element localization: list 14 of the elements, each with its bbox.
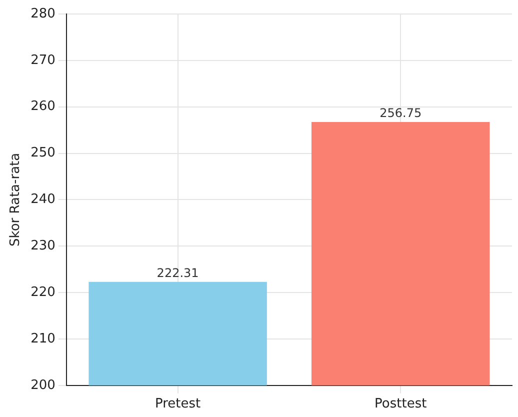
y-tick-label: 210 (30, 331, 56, 346)
y-tick-label: 240 (30, 192, 56, 208)
y-tick-label: 250 (30, 146, 56, 161)
y-tick-label: 230 (30, 238, 56, 254)
x-tick-label: Pretest (154, 396, 201, 412)
data-label: 222.31 (156, 266, 199, 280)
y-tick-label: 220 (30, 284, 56, 300)
y-tick-label: 280 (30, 6, 56, 22)
data-label: 256.75 (380, 106, 422, 120)
x-tick-label: Posttest (374, 396, 427, 412)
y-axis-title: Skor Rata-rata (8, 152, 24, 246)
y-tick-label: 260 (30, 99, 56, 114)
y-tick-label: 270 (30, 52, 56, 68)
y-tick-label: 200 (30, 378, 56, 393)
